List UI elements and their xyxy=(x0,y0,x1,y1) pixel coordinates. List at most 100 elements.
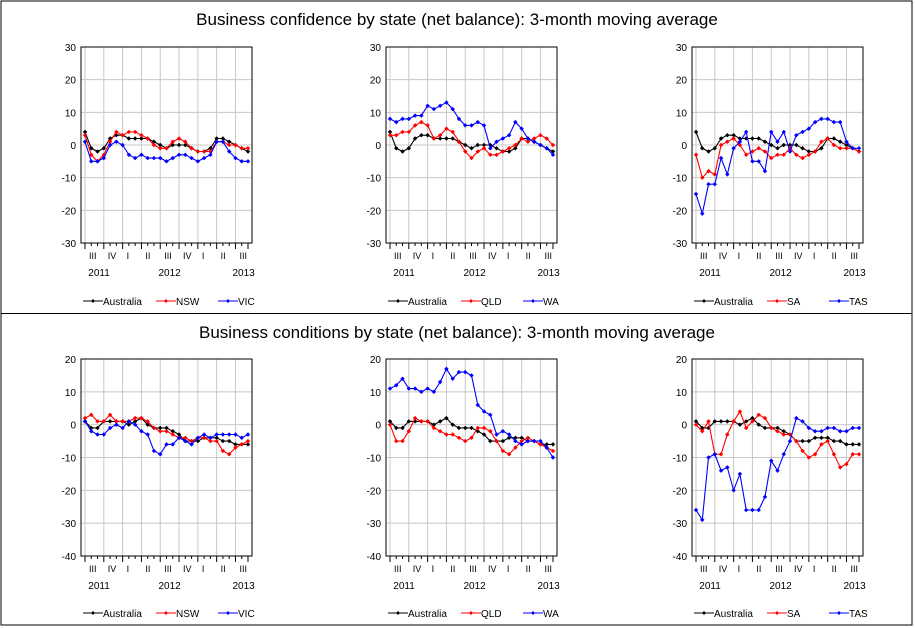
x-quarter-label: III xyxy=(775,564,783,574)
series-point-australia xyxy=(151,139,157,144)
series-point-qld xyxy=(538,442,543,447)
series-point-qld xyxy=(444,126,449,131)
plot-frame xyxy=(385,46,558,244)
series-point-vic xyxy=(208,152,213,158)
series-point-wa xyxy=(469,373,474,378)
series-point-vic xyxy=(183,438,188,444)
x-quarter-label: III xyxy=(89,251,97,261)
series-point-wa xyxy=(538,438,543,444)
series-point-australia xyxy=(114,132,119,138)
x-quarter-label: IV xyxy=(183,251,192,261)
x-quarter-label: IV xyxy=(488,251,497,261)
series-point-sa xyxy=(819,139,824,144)
series-point-qld xyxy=(419,419,424,424)
x-quarter-label: II xyxy=(145,251,150,261)
series-point-wa xyxy=(394,119,399,125)
series-point-nsw xyxy=(158,429,163,434)
series-point-australia xyxy=(245,149,251,154)
series-point-vic xyxy=(233,155,238,161)
x-quarter-label: IV xyxy=(794,564,803,574)
legend-label: QLD xyxy=(481,297,502,308)
series-point-nsw xyxy=(139,132,144,138)
x-quarter-label: III xyxy=(544,251,552,261)
series-point-nsw xyxy=(120,419,125,424)
legend-label: Australia xyxy=(408,609,447,620)
series-point-qld xyxy=(469,155,474,161)
series-point-wa xyxy=(475,119,480,125)
series-point-australia xyxy=(831,136,837,141)
y-tick-label: -40 xyxy=(62,552,77,563)
series-point-wa xyxy=(488,412,493,418)
legend-marker xyxy=(702,611,706,615)
series-point-qld xyxy=(437,429,443,434)
series-point-wa xyxy=(400,376,405,381)
series-point-wa xyxy=(431,389,437,395)
series-point-tas xyxy=(787,438,793,444)
series-point-australia xyxy=(139,136,144,141)
series-point-australia xyxy=(731,132,736,138)
legend-label: Australia xyxy=(408,297,447,308)
series-point-tas xyxy=(781,451,786,457)
series-point-qld xyxy=(419,119,424,125)
series-point-sa xyxy=(837,146,843,151)
series-point-qld xyxy=(525,435,531,441)
x-year-label: 2011 xyxy=(393,581,415,592)
x-quarter-label: II xyxy=(221,564,226,574)
series-point-australia xyxy=(693,419,699,424)
series-point-australia xyxy=(126,422,132,427)
series-point-wa xyxy=(406,116,412,122)
series-point-tas xyxy=(769,129,774,135)
series-point-australia xyxy=(463,425,468,431)
series-point-australia xyxy=(170,142,175,148)
legend-marker xyxy=(226,611,230,615)
x-year-label: 2013 xyxy=(537,581,560,592)
y-tick-label: 20 xyxy=(370,355,382,366)
series-point-australia xyxy=(787,142,793,148)
plot-frame xyxy=(385,358,558,557)
series-point-sa xyxy=(731,136,736,141)
y-tick-label: 10 xyxy=(370,108,382,119)
x-quarter-label: II xyxy=(756,251,761,261)
x-year-label: 2013 xyxy=(843,581,866,592)
y-tick-label: 20 xyxy=(65,76,77,87)
series-point-qld xyxy=(519,136,524,141)
series-point-qld xyxy=(475,425,480,431)
series-point-vic xyxy=(164,442,169,447)
series-point-australia xyxy=(844,442,849,447)
y-tick-label: -30 xyxy=(62,239,77,250)
y-tick-label: -40 xyxy=(673,552,688,563)
legend-marker xyxy=(164,299,168,303)
series-point-nsw xyxy=(164,146,169,151)
series-point-vic xyxy=(82,139,88,144)
series-point-tas xyxy=(731,488,736,493)
series-point-wa xyxy=(513,438,518,444)
series-point-australia xyxy=(513,435,518,441)
series-point-tas xyxy=(837,429,843,434)
legend-marker xyxy=(91,611,95,615)
x-quarter-label: II xyxy=(832,564,837,574)
series-point-nsw xyxy=(126,129,132,135)
series-point-australia xyxy=(183,142,188,148)
series-point-tas xyxy=(737,139,743,144)
series-point-australia xyxy=(425,132,430,138)
series-point-nsw xyxy=(151,425,157,431)
y-tick-label: -10 xyxy=(62,454,77,465)
series-point-nsw xyxy=(245,438,251,444)
series-point-qld xyxy=(406,129,412,135)
series-point-australia xyxy=(394,146,399,151)
series-point-qld xyxy=(400,129,405,135)
series-point-australia xyxy=(837,139,843,144)
x-quarter-label: IV xyxy=(488,564,497,574)
x-quarter-label: III xyxy=(394,251,402,261)
series-point-sa xyxy=(718,142,724,148)
legend-label: Australia xyxy=(714,297,753,308)
series-point-australia xyxy=(220,136,226,141)
series-point-sa xyxy=(737,409,743,414)
y-tick-label: -10 xyxy=(673,174,688,185)
series-point-australia xyxy=(95,149,100,154)
series-point-qld xyxy=(463,149,468,154)
series-point-vic xyxy=(189,442,194,447)
legend-label: QLD xyxy=(481,609,502,620)
series-point-wa xyxy=(387,386,393,391)
